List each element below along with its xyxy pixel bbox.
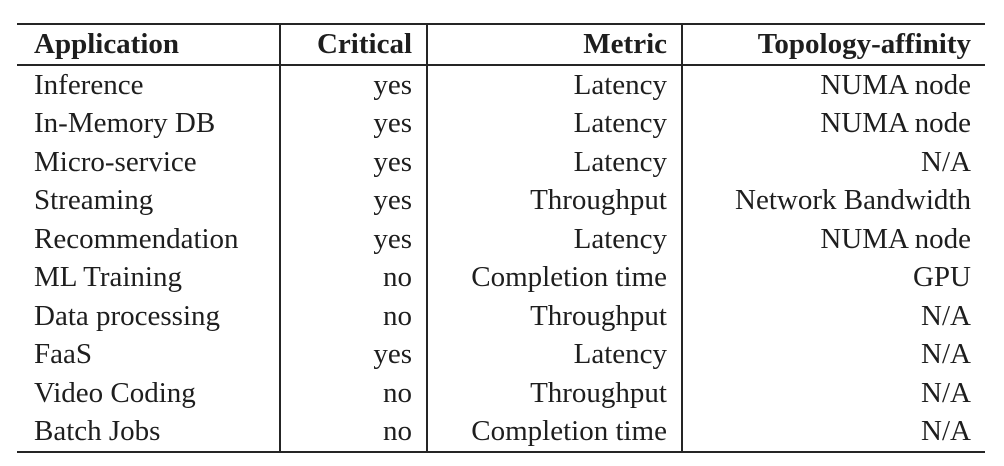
cell-application: FaaS [17, 335, 281, 374]
cell-metric: Throughput [427, 373, 683, 412]
column-header-application: Application [17, 24, 281, 65]
cell-topology-affinity: NUMA node [820, 107, 971, 139]
table-row: Streaming yes Throughput Network Bandwidth [17, 181, 985, 220]
cell-topology-affinity: N/A [921, 299, 971, 332]
cell-application: Streaming [17, 181, 281, 220]
cell-metric: Latency [427, 219, 683, 258]
cell-critical: no [280, 412, 428, 452]
cell-application: Batch Jobs [17, 412, 281, 452]
table-row: Batch Jobs no Completion time N/A [17, 412, 985, 452]
cell-application: Inference [17, 64, 281, 104]
table-header: Application Critical Metric Topology-aff… [17, 24, 985, 65]
cell-metric: Throughput [427, 181, 683, 220]
table-row: FaaS yes Latency N/A [17, 335, 985, 374]
cell-critical: yes [280, 104, 428, 143]
cell-metric: Latency [427, 142, 683, 181]
cell-metric: Throughput [427, 296, 683, 335]
cell-topology-affinity: N/A [921, 145, 971, 178]
cell-metric: Latency [427, 335, 683, 374]
application-characteristics-table: Application Critical Metric Topology-aff… [17, 23, 985, 453]
cell-topology-affinity: GPU [912, 261, 971, 293]
cell-critical: yes [280, 142, 428, 181]
cell-metric: Latency [427, 104, 683, 143]
table-body: Inference yes Latency NUMA node In-Memory DB… [17, 64, 985, 452]
cell-application: ML Training [17, 258, 281, 297]
cell-metric: Completion time [427, 412, 683, 452]
table-row: Video Coding no Throughput N/A [17, 373, 985, 412]
cell-application: Micro-service [17, 142, 281, 181]
cell-topology-affinity: Network Bandwidth [735, 184, 971, 216]
cell-critical: no [280, 296, 428, 335]
cell-critical: no [280, 373, 428, 412]
cell-topology-affinity: N/A [921, 338, 971, 370]
cell-application: Recommendation [17, 219, 281, 258]
table-row: ML Training no Completion time GPU [17, 258, 985, 297]
table-row: Recommendation yes Latency NUMA node [17, 219, 985, 258]
cell-critical: no [280, 258, 428, 297]
table-row: In-Memory DB yes Latency NUMA node [17, 104, 985, 143]
cell-application: Video Coding [17, 373, 281, 412]
cell-topology-affinity: N/A [921, 376, 971, 409]
cell-critical: yes [280, 64, 428, 104]
cell-topology-affinity: N/A [921, 415, 971, 447]
column-header-topology-affinity: Topology-affinity [757, 28, 971, 60]
header-row: Application Critical Metric Topology-aff… [17, 24, 985, 65]
cell-application: In-Memory DB [17, 104, 281, 143]
table-row: Micro-service yes Latency N/A [17, 142, 985, 181]
cell-metric: Latency [427, 64, 683, 104]
cell-metric: Completion time [427, 258, 683, 297]
column-header-metric: Metric [427, 24, 683, 65]
cell-topology-affinity: NUMA node [820, 68, 971, 101]
cell-critical: yes [280, 219, 428, 258]
cell-critical: yes [280, 335, 428, 374]
cell-critical: yes [280, 181, 428, 220]
cell-topology-affinity: NUMA node [820, 222, 971, 255]
table-row: Data processing no Throughput N/A [17, 296, 985, 335]
cell-application: Data processing [17, 296, 281, 335]
column-header-critical: Critical [280, 24, 428, 65]
table-row: Inference yes Latency NUMA node [17, 64, 985, 104]
